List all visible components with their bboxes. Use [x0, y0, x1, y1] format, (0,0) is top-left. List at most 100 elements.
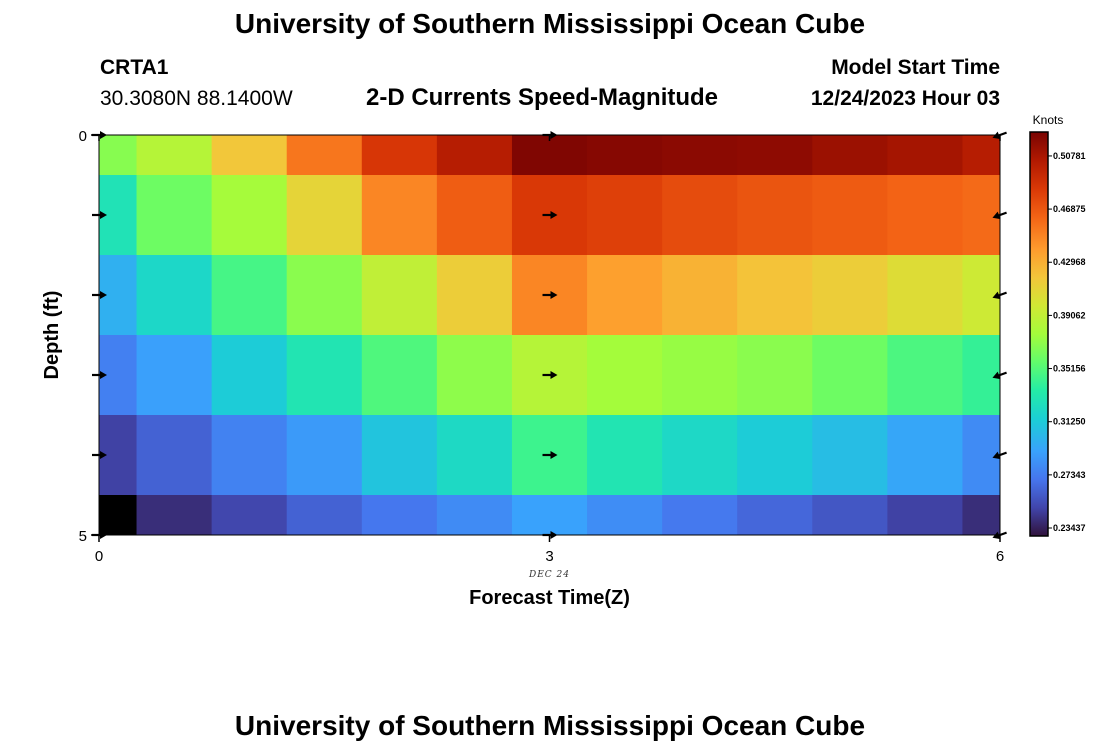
heatmap-cell — [286, 415, 363, 496]
heatmap-cell — [436, 175, 513, 256]
heatmap-cell — [587, 495, 663, 536]
y-tick-label: 0 — [79, 128, 87, 145]
heatmap-cell — [136, 135, 213, 176]
heatmap-cell — [361, 335, 438, 416]
current-vector-arrow — [992, 451, 1007, 460]
heatmap-cell — [436, 335, 513, 416]
heatmap-cell — [286, 175, 363, 256]
heatmap-cell — [436, 255, 513, 336]
current-vector-arrow — [542, 451, 558, 459]
heatmap-cell — [812, 175, 888, 256]
heatmap-cell — [887, 255, 963, 336]
current-vector-arrow — [542, 211, 558, 219]
heatmap-cell — [887, 335, 963, 416]
current-vector-arrow — [992, 371, 1007, 380]
colorbar-unit: Knots — [1033, 113, 1064, 127]
heatmap-cell — [211, 255, 288, 336]
heatmap-cell — [587, 135, 663, 176]
heatmap-cells — [99, 135, 1001, 536]
x-tick-label: 6 — [996, 548, 1004, 565]
heatmap-cell — [962, 255, 1001, 336]
heatmap-cell — [211, 175, 288, 256]
heatmap-cell — [211, 495, 288, 536]
heatmap-cell — [587, 255, 663, 336]
colorbar-tick-label: 0.42968 — [1053, 257, 1086, 267]
heatmap-cell — [286, 495, 363, 536]
heatmap-cell — [737, 495, 813, 536]
heatmap-cell — [662, 255, 738, 336]
chart-title: University of Southern Mississippi Ocean… — [234, 8, 866, 39]
heatmap-cell — [136, 175, 213, 256]
chart-subtitle: 2-D Currents Speed-Magnitude — [366, 84, 719, 111]
heatmap-cell — [286, 135, 363, 176]
heatmap-cell — [737, 255, 813, 336]
heatmap-cell — [211, 415, 288, 496]
heatmap-cell — [99, 495, 138, 536]
colorbar-ticks: 0.50781 0.46875 0.42968 0.39062 0.35156 0.312… — [1048, 151, 1086, 533]
heatmap-cell — [286, 335, 363, 416]
heatmap-cell — [737, 335, 813, 416]
heatmap-cell — [511, 135, 588, 176]
current-vector-arrow — [542, 371, 558, 379]
heatmap-cell — [662, 335, 738, 416]
heatmap-cell — [136, 415, 213, 496]
heatmap-cell — [962, 175, 1001, 256]
heatmap-cell — [887, 415, 963, 496]
heatmap-cell — [587, 415, 663, 496]
station-name: CRTA1 — [100, 56, 169, 79]
colorbar-tick-label: 0.46875 — [1053, 204, 1086, 214]
colorbar-tick-label: 0.31250 — [1053, 417, 1086, 427]
heatmap-cell — [662, 135, 738, 176]
station-coordinates: 30.3080N 88.1400W — [100, 87, 293, 110]
current-vector-arrow — [992, 211, 1007, 220]
current-vector-arrow — [992, 291, 1007, 300]
colorbar-tick-label: 0.39062 — [1053, 310, 1086, 320]
heatmap-cell — [587, 175, 663, 256]
heatmap-cell — [136, 255, 213, 336]
x-tick-label: 3 — [545, 548, 553, 565]
heatmap-cell — [511, 495, 588, 536]
heatmap-cell — [361, 495, 438, 536]
heatmap-cell — [887, 175, 963, 256]
heatmap-cell — [737, 415, 813, 496]
x-axis: 0 3 6 — [95, 135, 1004, 565]
heatmap-cell — [737, 135, 813, 176]
heatmap-cell — [99, 135, 138, 176]
heatmap-cell — [136, 335, 213, 416]
y-axis-label: Depth (ft) — [41, 291, 63, 380]
colorbar-tick-label: 0.23437 — [1053, 523, 1086, 533]
heatmap-cell — [962, 415, 1001, 496]
model-start-label: Model Start Time — [831, 56, 1000, 79]
heatmap-cell — [361, 175, 438, 256]
heatmap-cell — [286, 255, 363, 336]
chart-title-repeat: University of Southern Mississippi Ocean… — [234, 710, 866, 741]
y-axis: 05 — [79, 128, 99, 545]
heatmap-cell — [436, 495, 513, 536]
x-tick-label: 0 — [95, 548, 103, 565]
current-vector-arrow — [92, 211, 107, 219]
heatmap-cell — [361, 415, 438, 496]
heatmap-cell — [887, 135, 963, 176]
current-vector-arrow — [542, 291, 558, 299]
heatmap-cell — [812, 255, 888, 336]
heatmap-cell — [211, 135, 288, 176]
current-vector-arrow — [92, 291, 107, 299]
heatmap-cell — [737, 175, 813, 256]
current-vector-arrow — [92, 371, 107, 379]
heatmap-cell — [812, 415, 888, 496]
heatmap-cell — [136, 495, 213, 536]
heatmap-cell — [662, 175, 738, 256]
date-label: DEC 24 — [528, 570, 570, 580]
heatmap-cell — [211, 335, 288, 416]
heatmap-cell — [887, 495, 963, 536]
heatmap-cell — [361, 255, 438, 336]
heatmap-cell — [436, 415, 513, 496]
heatmap-cell — [812, 495, 888, 536]
heatmap-cell — [962, 135, 1001, 176]
heatmap-cell — [662, 495, 738, 536]
heatmap-cell — [962, 335, 1001, 416]
heatmap-cell — [587, 335, 663, 416]
heatmap-cell — [812, 335, 888, 416]
colorbar-tick-label: 0.35156 — [1053, 364, 1086, 374]
